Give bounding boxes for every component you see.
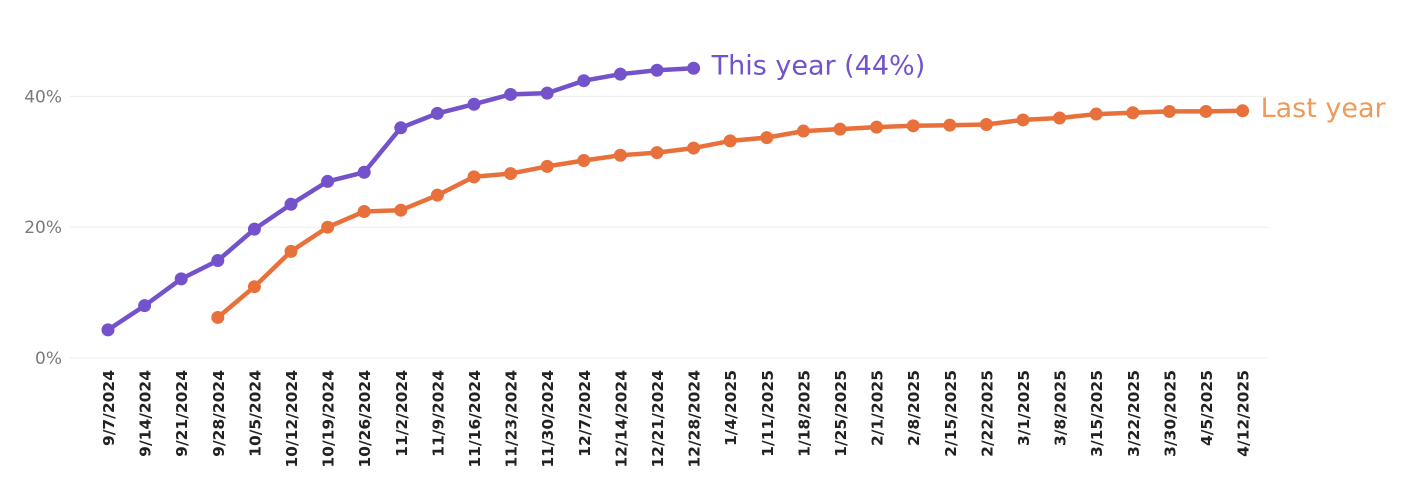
y-tick-label: 20%	[24, 218, 62, 238]
data-point	[247, 280, 261, 294]
x-tick-label: 1/11/2025	[759, 370, 777, 457]
data-point	[284, 197, 298, 211]
x-tick-label: 2/22/2025	[978, 370, 996, 457]
x-tick-label: 1/4/2025	[722, 370, 740, 446]
x-tick-label: 3/1/2025	[1015, 370, 1033, 446]
x-tick-label: 3/15/2025	[1088, 370, 1106, 457]
y-tick-label: 0%	[35, 349, 62, 369]
x-tick-label: 12/7/2024	[576, 370, 594, 457]
y-tick-label: 40%	[24, 87, 62, 107]
x-tick-label: 3/22/2025	[1125, 370, 1143, 457]
data-point	[430, 106, 444, 120]
data-point	[760, 131, 774, 145]
x-tick-label: 1/18/2025	[795, 370, 813, 457]
x-tick-label: 9/28/2024	[210, 370, 228, 457]
data-point	[357, 165, 371, 179]
y-axis-ticks: 0% 20% 40%	[24, 87, 62, 369]
data-point	[357, 205, 371, 219]
data-point	[1199, 104, 1213, 118]
data-point	[943, 118, 957, 132]
data-point	[723, 134, 737, 148]
gridlines	[70, 95, 1268, 359]
data-point	[467, 170, 481, 184]
x-tick-label: 9/14/2024	[137, 370, 155, 457]
data-point	[321, 174, 335, 188]
x-tick-label: 11/23/2024	[503, 370, 521, 468]
data-point	[577, 74, 591, 88]
data-point	[321, 220, 335, 234]
x-tick-label: 11/2/2024	[393, 370, 411, 457]
data-point	[138, 299, 152, 313]
data-point	[1053, 111, 1067, 125]
data-point	[1016, 113, 1030, 127]
x-axis-ticks: 9/7/2024 9/14/2024 9/21/2024 9/28/2024 10/5/…	[100, 370, 1253, 468]
series-label-1: Last year	[1261, 93, 1387, 124]
data-point	[577, 153, 591, 167]
data-point	[211, 254, 225, 268]
data-point	[284, 244, 298, 258]
x-tick-label: 9/21/2024	[173, 370, 191, 457]
x-tick-label: 11/16/2024	[466, 370, 484, 468]
data-point	[540, 86, 554, 100]
data-point	[247, 222, 261, 236]
x-tick-label: 4/12/2025	[1235, 370, 1253, 457]
data-point	[504, 167, 518, 181]
x-tick-label: 3/8/2025	[1052, 370, 1070, 446]
x-tick-label: 10/12/2024	[283, 370, 301, 468]
x-tick-label: 2/1/2025	[869, 370, 887, 446]
x-tick-label: 11/9/2024	[429, 370, 447, 457]
data-point	[504, 87, 518, 101]
x-tick-label: 10/19/2024	[320, 370, 338, 468]
data-point	[650, 63, 664, 77]
x-tick-label: 12/21/2024	[649, 370, 667, 468]
x-tick-label: 10/5/2024	[246, 370, 264, 457]
data-point	[1236, 104, 1250, 118]
data-point	[650, 146, 664, 160]
data-point	[613, 148, 627, 162]
x-tick-label: 12/28/2024	[686, 370, 704, 468]
data-point	[1126, 106, 1140, 120]
data-point	[979, 118, 993, 132]
x-tick-label: 10/26/2024	[356, 370, 374, 468]
data-point	[833, 122, 847, 136]
series-line-0	[106, 66, 694, 332]
data-point	[430, 188, 444, 202]
x-tick-label: 2/15/2025	[942, 370, 960, 457]
data-point	[1162, 104, 1176, 118]
series-label-0: This year (44%)	[711, 50, 926, 81]
data-point	[394, 121, 408, 135]
data-point	[101, 323, 115, 337]
x-tick-label: 1/25/2025	[832, 370, 850, 457]
x-tick-label: 9/7/2024	[100, 370, 118, 446]
x-tick-label: 3/30/2025	[1161, 370, 1179, 457]
data-point	[467, 97, 481, 111]
data-point	[870, 120, 884, 134]
data-point	[211, 310, 225, 324]
data-point	[394, 203, 408, 217]
x-tick-label: 4/5/2025	[1198, 370, 1216, 446]
x-tick-label: 2/8/2025	[905, 370, 923, 446]
data-point	[687, 61, 701, 75]
x-tick-label: 11/30/2024	[539, 370, 557, 468]
data-point	[687, 141, 701, 155]
series-lines	[101, 61, 1250, 337]
data-point	[796, 124, 810, 138]
data-point	[540, 159, 554, 173]
series-labels: This year (44%) Last year	[711, 50, 1387, 124]
x-tick-label: 12/14/2024	[612, 370, 630, 468]
data-point	[1089, 107, 1103, 121]
data-point	[906, 119, 920, 133]
data-point	[613, 67, 627, 81]
data-point	[174, 272, 188, 286]
